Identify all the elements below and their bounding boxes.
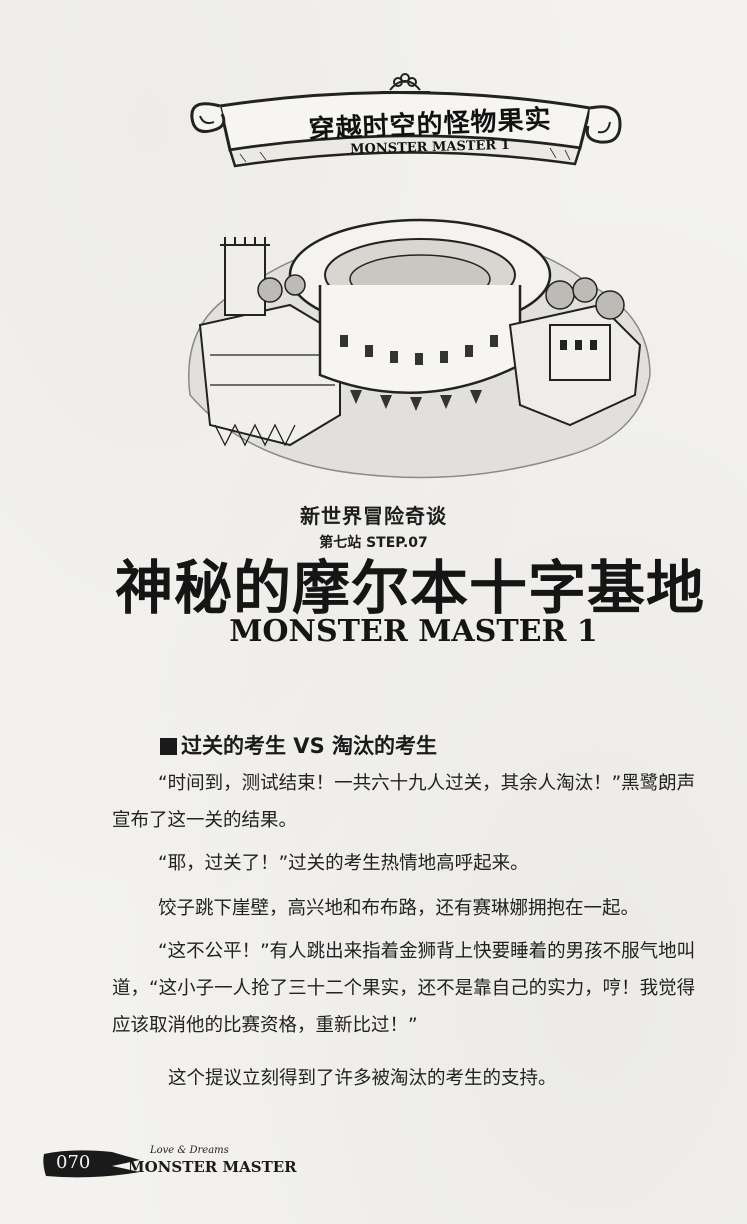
paragraph-5: 这个提议立刻得到了许多被淘汰的考生的支持。 xyxy=(168,1068,557,1089)
colosseum-illustration xyxy=(188,218,651,479)
page-number: 070 xyxy=(56,1152,91,1173)
station-label: 第七站 STEP.07 xyxy=(319,535,428,551)
footer-tagline: Love & Dreams xyxy=(150,1145,229,1156)
paragraph-1: “时间到，测试结束！一共六十九人过关，其余人淘汰！”黑鹭朗声宣布了这一关的结果。 xyxy=(112,773,696,831)
page-number-brushstroke-icon xyxy=(43,1150,141,1178)
paragraph-3: 饺子跳下崖壁，高兴地和布布路，还有赛琳娜拥抱在一起。 xyxy=(158,898,640,919)
section-heading-text: 过关的考生 VS 淘汰的考生 xyxy=(181,734,437,758)
section-heading: 过关的考生 VS 淘汰的考生 xyxy=(160,730,437,760)
footer-brand: MONSTER MASTER xyxy=(128,1158,297,1176)
ribbon-banner-icon xyxy=(190,73,622,168)
paragraph-4: “这不公平！”有人跳出来指着金狮背上快要睡着的男孩不服气地叫道，“这小子一人抢了… xyxy=(112,941,696,1036)
series-title: 新世界冒险奇谈 xyxy=(300,504,447,528)
square-bullet-icon xyxy=(160,738,177,755)
chapter-title: 神秘的摩尔本十字基地 xyxy=(114,554,705,622)
chapter-subtitle: MONSTER MASTER 1 xyxy=(229,614,598,649)
paragraph-2: “耶，过关了！”过关的考生热情地高呼起来。 xyxy=(158,853,529,874)
